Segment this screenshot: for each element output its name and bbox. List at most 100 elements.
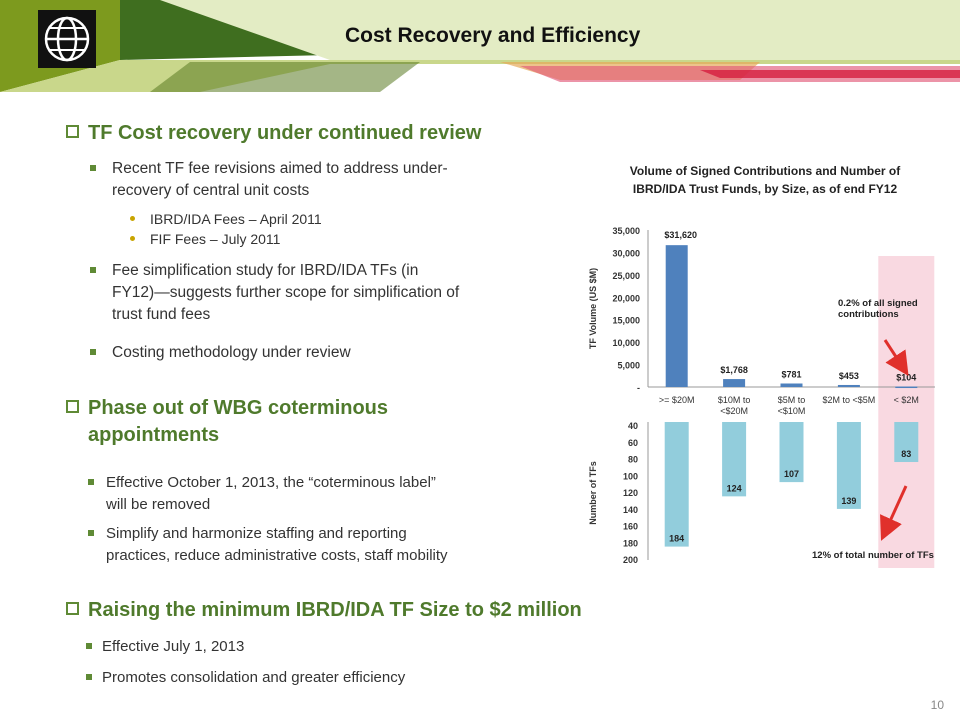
volume-bar — [665, 245, 688, 387]
count-tick-label: 200 — [623, 555, 638, 565]
trust-fund-chart: 35,000 30,000 25,000 20,000 15,000 10,000 5,00… — [588, 226, 935, 568]
bullet-fee-simplification: Fee simplification study for IBRD/IDA TF… — [90, 260, 460, 326]
volume-bar — [780, 383, 803, 387]
section-heading-text: Raising the minimum IBRD/IDA TF Size to … — [88, 599, 582, 621]
volume-tick-label: 20,000 — [612, 293, 640, 303]
category-label: <$10M — [778, 406, 806, 416]
category-label: $2M to <$5M — [823, 395, 876, 405]
count-tick-label: 160 — [623, 522, 638, 532]
dot-bullet-icon — [130, 236, 135, 241]
annotation-arrow — [880, 485, 908, 541]
count-tick-label: 120 — [623, 488, 638, 498]
category-label: <$20M — [720, 406, 748, 416]
bullet-line: trust fund fees — [112, 306, 211, 323]
world-bank-logo-icon — [38, 10, 96, 68]
bullet-line: will be removed — [106, 496, 211, 513]
volume-bar — [895, 386, 918, 389]
header-stripe-green — [150, 62, 420, 92]
square-bullet-icon — [90, 267, 96, 273]
bullet-line: Recent TF fee revisions aimed to address… — [112, 160, 448, 177]
volume-tick-label: 10,000 — [612, 338, 640, 348]
annotation-text: contributions — [838, 309, 899, 320]
annotation-text: 12% of total number of TFs — [812, 550, 934, 561]
bullet-line: Simplify and harmonize staffing and repo… — [106, 525, 407, 542]
count-data-label: 184 — [669, 534, 684, 544]
category-label: $10M to — [718, 395, 751, 405]
count-tick-label: 180 — [623, 538, 638, 548]
annotation-arrow — [883, 339, 909, 377]
count-data-label: 107 — [784, 469, 799, 479]
section-heading-text: appointments — [88, 424, 220, 446]
sub-bullet-text: FIF Fees – July 2011 — [150, 231, 281, 247]
header-dark-green — [120, 0, 330, 60]
bullet-costing-methodology: Costing methodology under review — [90, 342, 351, 364]
count-bar — [664, 422, 689, 547]
count-tick-label: 80 — [628, 455, 638, 465]
count-bar — [722, 422, 747, 497]
count-data-label: 83 — [901, 449, 911, 459]
square-bullet-icon — [86, 674, 92, 680]
square-bullet-icon — [88, 479, 94, 485]
volume-y-axis-label: TF Volume (US $M) — [588, 268, 598, 349]
volume-tick-label: 15,000 — [612, 316, 640, 326]
section-heading-minimum-size: Raising the minimum IBRD/IDA TF Size to … — [66, 597, 582, 624]
volume-bar — [723, 379, 746, 387]
bullet-line: recovery of central unit costs — [112, 182, 310, 199]
volume-tick-label: 5,000 — [617, 361, 640, 371]
page-number: 10 — [930, 698, 944, 712]
bullet-fee-revisions: Recent TF fee revisions aimed to address… — [90, 158, 448, 202]
square-bullet-icon — [88, 530, 94, 536]
volume-data-label: $453 — [839, 371, 859, 381]
volume-tick-label: - — [637, 383, 640, 393]
volume-bar — [837, 384, 860, 387]
section-heading-cost-recovery: TF Cost recovery under continued review — [66, 120, 481, 147]
header-band-light — [160, 0, 960, 60]
bullet-effective-july-2013: Effective July 1, 2013 — [86, 636, 245, 658]
chart-title: Volume of Signed Contributions and Numbe… — [590, 162, 940, 198]
category-label: $5M to — [778, 395, 806, 405]
volume-data-label: $1,768 — [720, 365, 748, 375]
count-bar — [894, 422, 919, 463]
checkbox-bullet-icon — [66, 125, 79, 138]
annotation-text: 0.2% of all signed — [838, 298, 918, 309]
count-tick-label: 40 — [628, 421, 638, 431]
square-bullet-icon — [90, 165, 96, 171]
square-bullet-icon — [90, 349, 96, 355]
checkbox-bullet-icon — [66, 602, 79, 615]
sub-bullet-ibrd-fees: IBRD/IDA Fees – April 2011 — [130, 210, 322, 228]
bullet-line: Effective July 1, 2013 — [102, 638, 245, 655]
volume-tick-label: 25,000 — [612, 271, 640, 281]
chart-title-line: IBRD/IDA Trust Funds, by Size, as of end… — [632, 182, 898, 196]
bullet-line: FY12)—suggests further scope for simplif… — [112, 284, 460, 301]
category-label: >= $20M — [659, 395, 695, 405]
bullet-line: practices, reduce administrative costs, … — [106, 547, 448, 564]
bullet-line: Costing methodology under review — [112, 344, 351, 361]
sub-bullet-text: IBRD/IDA Fees – April 2011 — [150, 211, 322, 227]
count-tick-label: 140 — [623, 505, 638, 515]
volume-data-label: $781 — [781, 369, 801, 379]
volume-tick-label: 35,000 — [612, 226, 640, 236]
count-bar — [779, 422, 804, 483]
count-bar — [836, 422, 861, 509]
volume-data-label: $104 — [896, 373, 916, 383]
section-heading-coterminous: Phase out of WBG coterminous appointment… — [66, 395, 388, 449]
section-heading-text: Phase out of WBG coterminous — [88, 397, 389, 419]
count-data-label: 124 — [727, 483, 742, 493]
chart-title-line: Volume of Signed Contributions and Numbe… — [629, 164, 901, 178]
bullet-line: Fee simplification study for IBRD/IDA TF… — [112, 262, 419, 279]
bullet-line: Promotes consolidation and greater effic… — [102, 669, 406, 686]
section-heading-text: TF Cost recovery under continued review — [88, 122, 482, 144]
bullet-effective-oct-2013: Effective October 1, 2013, the “cotermin… — [88, 472, 436, 516]
header-stripe-red — [700, 70, 960, 78]
volume-data-label: $31,620 — [664, 230, 697, 240]
sub-bullet-fif-fees: FIF Fees – July 2011 — [130, 230, 281, 248]
bullet-simplify-staffing: Simplify and harmonize staffing and repo… — [88, 523, 448, 567]
slide-title: Cost Recovery and Efficiency — [345, 24, 641, 47]
bullet-line: Effective October 1, 2013, the “cotermin… — [106, 474, 436, 491]
header-graphic — [0, 0, 960, 92]
bullet-consolidation: Promotes consolidation and greater effic… — [86, 667, 406, 689]
category-label: < $2M — [894, 395, 919, 405]
count-data-label: 139 — [841, 496, 856, 506]
count-tick-label: 100 — [623, 471, 638, 481]
volume-tick-label: 30,000 — [612, 248, 640, 258]
